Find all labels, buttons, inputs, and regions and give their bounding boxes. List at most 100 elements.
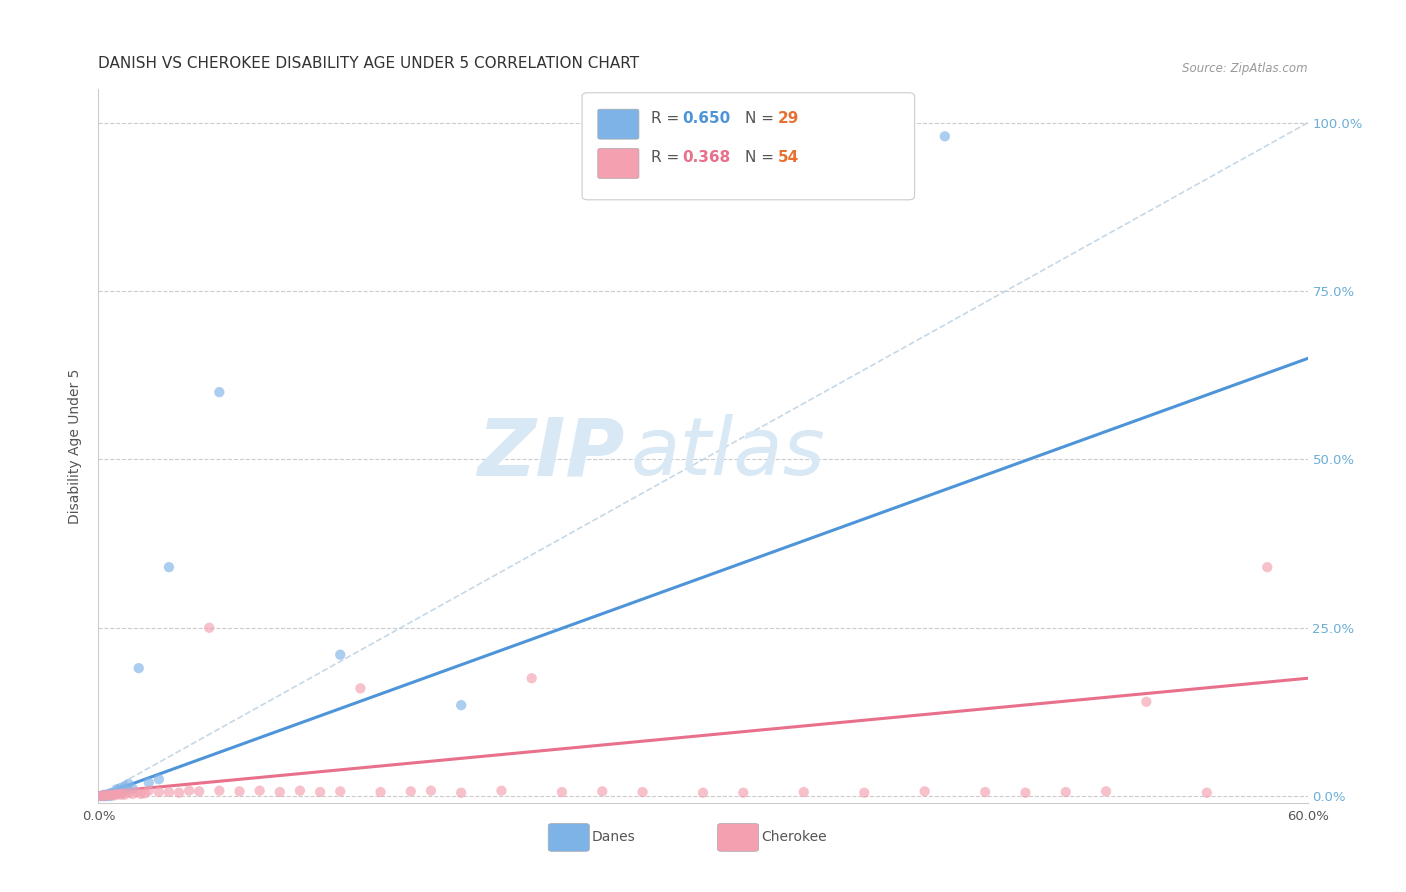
Point: [1095, 784, 1118, 798]
Point: [399, 784, 422, 798]
Point: [110, 780, 132, 795]
Text: 0.650: 0.650: [682, 111, 731, 126]
Point: [370, 785, 392, 799]
Point: [115, 783, 138, 797]
Text: 54: 54: [778, 150, 799, 165]
Point: [121, 781, 143, 796]
Point: [89, 789, 111, 803]
Text: Source: ZipAtlas.com: Source: ZipAtlas.com: [1182, 62, 1308, 75]
Point: [157, 560, 180, 574]
Point: [93, 789, 115, 803]
Point: [208, 783, 231, 797]
Point: [114, 780, 136, 794]
Point: [100, 789, 122, 803]
Point: [129, 787, 152, 801]
Point: [111, 783, 134, 797]
Point: [93, 788, 115, 802]
Point: [793, 785, 815, 799]
Point: [188, 784, 211, 798]
Point: [1256, 560, 1278, 574]
Text: N =: N =: [745, 150, 779, 165]
Point: [91, 789, 114, 803]
Text: DANISH VS CHEROKEE DISABILITY AGE UNDER 5 CORRELATION CHART: DANISH VS CHEROKEE DISABILITY AGE UNDER …: [98, 56, 640, 71]
Point: [591, 784, 613, 798]
Point: [138, 783, 160, 797]
Point: [100, 789, 122, 803]
Point: [91, 789, 114, 803]
FancyBboxPatch shape: [582, 93, 915, 200]
Point: [1014, 786, 1036, 800]
Text: 0.368: 0.368: [682, 150, 731, 165]
Point: [118, 786, 141, 800]
Text: R =: R =: [651, 111, 685, 126]
Point: [110, 788, 132, 802]
Point: [93, 789, 115, 803]
Point: [934, 129, 956, 144]
Point: [179, 783, 201, 797]
Point: [853, 786, 876, 800]
Point: [914, 784, 936, 798]
Point: [288, 783, 311, 797]
Point: [97, 787, 120, 801]
Point: [309, 785, 332, 799]
Point: [631, 785, 654, 799]
Point: [101, 786, 124, 800]
Point: [450, 698, 472, 713]
Point: [733, 786, 755, 800]
Point: [167, 786, 190, 800]
FancyBboxPatch shape: [598, 148, 638, 178]
FancyBboxPatch shape: [598, 109, 638, 139]
Point: [148, 772, 170, 787]
Point: [91, 789, 114, 803]
Point: [105, 787, 128, 801]
Text: Danes: Danes: [592, 830, 636, 844]
Point: [138, 775, 160, 789]
Point: [103, 787, 125, 801]
Point: [420, 783, 443, 797]
Text: R =: R =: [651, 150, 685, 165]
Point: [1195, 786, 1218, 800]
Point: [107, 787, 129, 801]
Point: [198, 621, 221, 635]
Point: [349, 681, 371, 696]
Point: [134, 786, 156, 800]
Point: [1054, 785, 1077, 799]
Text: ZIP: ZIP: [477, 414, 624, 492]
Point: [491, 783, 513, 797]
Point: [551, 785, 574, 799]
Point: [157, 785, 180, 799]
FancyBboxPatch shape: [717, 823, 759, 851]
Point: [208, 385, 231, 400]
Point: [125, 785, 148, 799]
Point: [249, 783, 271, 797]
Point: [228, 784, 250, 798]
Point: [520, 671, 543, 685]
Point: [96, 789, 118, 803]
Point: [118, 777, 141, 791]
Point: [329, 784, 352, 798]
Point: [114, 788, 136, 802]
Y-axis label: Disability Age Under 5: Disability Age Under 5: [69, 368, 83, 524]
Point: [89, 789, 111, 803]
Point: [121, 787, 143, 801]
Point: [111, 786, 134, 800]
Point: [101, 788, 124, 802]
Point: [269, 785, 291, 799]
Point: [105, 782, 128, 797]
Point: [97, 788, 120, 802]
Point: [148, 785, 170, 799]
Point: [450, 786, 472, 800]
Point: [96, 789, 118, 803]
Point: [692, 786, 714, 800]
Point: [1135, 695, 1157, 709]
Point: [974, 785, 997, 799]
Point: [97, 788, 120, 802]
Text: atlas: atlas: [630, 414, 825, 492]
Point: [128, 661, 150, 675]
Point: [96, 789, 118, 803]
Text: N =: N =: [745, 111, 779, 126]
Text: 29: 29: [778, 111, 800, 126]
Point: [103, 789, 125, 803]
FancyBboxPatch shape: [548, 823, 589, 851]
Point: [329, 648, 352, 662]
